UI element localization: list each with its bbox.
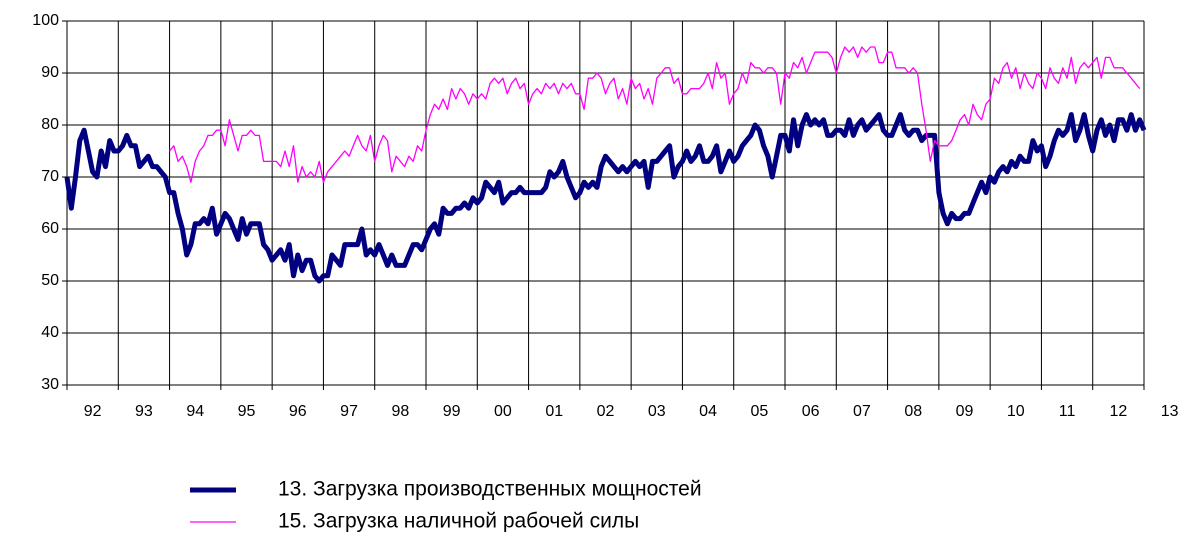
x-tick-label: 99 (443, 403, 461, 420)
y-tick-label: 60 (41, 220, 59, 237)
y-tick-label: 30 (41, 376, 59, 393)
x-tick-label: 01 (545, 403, 563, 420)
x-tick-label: 02 (597, 403, 615, 420)
x-tick-label: 05 (750, 403, 768, 420)
x-tick-label: 12 (1109, 403, 1127, 420)
x-tick-label: 97 (340, 403, 358, 420)
x-tick-label: 03 (648, 403, 666, 420)
x-tick-label: 13 (1161, 403, 1179, 420)
x-tick-label: 96 (289, 403, 307, 420)
series-line (169, 46, 1141, 183)
x-tick-label: 06 (802, 403, 820, 420)
y-tick-label: 70 (41, 168, 59, 185)
x-tick-label: 08 (904, 403, 922, 420)
y-tick-label: 40 (41, 324, 59, 341)
x-tick-label: 10 (1007, 403, 1025, 420)
x-tick-label: 92 (84, 403, 102, 420)
legend-label: 13. Загрузка производственных мощностей (278, 478, 702, 501)
series-line (64, 112, 1147, 284)
y-tick-label: 90 (41, 64, 59, 81)
y-tick-label: 100 (32, 12, 59, 29)
x-tick-label: 94 (186, 403, 204, 420)
x-tick-label: 04 (699, 403, 717, 420)
x-tick-label: 09 (956, 403, 974, 420)
y-tick-label: 50 (41, 272, 59, 289)
x-tick-label: 95 (238, 403, 256, 420)
x-tick-label: 98 (391, 403, 409, 420)
x-tick-label: 11 (1059, 403, 1076, 420)
x-tick-label: 00 (494, 403, 512, 420)
legend-label: 15. Загрузка наличной рабочей силы (278, 510, 639, 533)
y-tick-label: 80 (41, 116, 59, 133)
x-tick-label: 07 (853, 403, 871, 420)
x-tick-label: 93 (135, 403, 153, 420)
